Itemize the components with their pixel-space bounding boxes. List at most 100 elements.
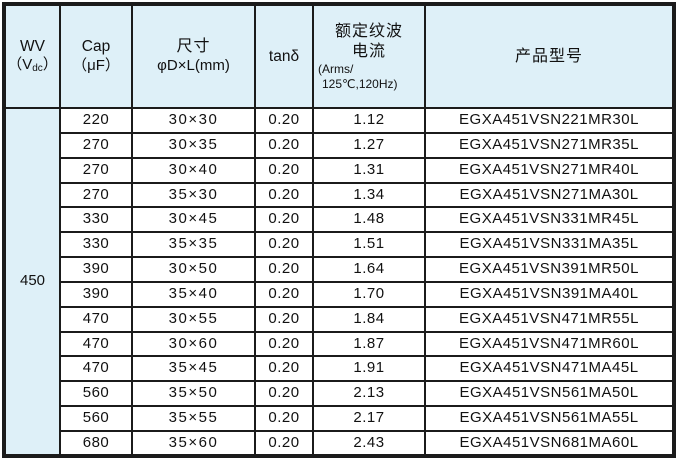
tan-delta-cell: 0.20: [254, 280, 314, 308]
size-label: 尺寸: [176, 38, 211, 56]
size-cell: 35×35: [131, 231, 256, 259]
table-row: 390 30×50 0.20 1.64 EGXA451VSN391MR50L: [4, 256, 675, 283]
tan-delta-cell: 0.20: [254, 231, 314, 259]
model-label: 产品型号: [514, 47, 583, 65]
ripple-current-cell: 1.34: [312, 181, 426, 209]
table-row: 470 35×45 0.20 1.91 EGXA451VSN471MA45L: [4, 355, 675, 383]
ripple-current-cell: 2.17: [312, 405, 426, 432]
tan-delta-cell: 0.20: [254, 355, 314, 383]
size-cell: 30×40: [131, 156, 256, 184]
table-row: 270 35×30 0.20 1.34 EGXA451VSN271MA30L: [4, 181, 675, 209]
size-cell: 30×35: [131, 131, 256, 159]
ripple-unit-line2: 125℃,120Hz): [322, 76, 398, 91]
wv-label: WV: [20, 38, 45, 56]
table-row: 390 35×40 0.20 1.70 EGXA451VSN391MA40L: [4, 280, 675, 308]
table-row: 270 30×40 0.20 1.31 EGXA451VSN271MR40L: [4, 156, 675, 184]
col-header-wv: WV （Vdc）: [3, 3, 61, 109]
table-header: WV （Vdc） Cap （μF） 尺寸 φD×L(mm) tanδ 额定纹波 …: [3, 3, 675, 109]
cap-cell: 680: [59, 429, 133, 458]
ripple-current-cell: 1.91: [312, 355, 426, 383]
table-row: 680 35×60 0.20 2.43 EGXA451VSN681MA60L: [4, 429, 675, 458]
size-cell: 30×50: [131, 256, 256, 283]
table-row: 470 30×60 0.20 1.87 EGXA451VSN471MR60L: [4, 330, 675, 358]
tan-delta-cell: 0.20: [254, 107, 314, 134]
ripple-current-cell: 1.87: [312, 330, 426, 358]
cap-label: Cap: [81, 38, 111, 56]
table-row: 560 35×55 0.20 2.17 EGXA451VSN561MA55L: [4, 405, 675, 432]
ripple-unit-line1: (Arms/: [318, 61, 354, 76]
col-header-model: 产品型号: [424, 3, 675, 109]
model-cell: EGXA451VSN391MA40L: [424, 280, 675, 308]
ripple-current-cell: 1.27: [312, 131, 426, 159]
ripple-current-cell: 1.31: [312, 156, 426, 184]
tan-delta-cell: 0.20: [254, 181, 314, 209]
wv-value-cell: 450: [3, 107, 61, 457]
ripple-current-cell: 1.64: [312, 256, 426, 283]
cap-cell: 330: [59, 206, 133, 234]
tan-delta-label: tanδ: [268, 47, 300, 65]
ripple-current-cell: 1.70: [312, 280, 426, 308]
tan-delta-cell: 0.20: [254, 305, 314, 333]
size-cell: 35×60: [131, 429, 256, 458]
cap-cell: 560: [59, 380, 133, 408]
model-cell: EGXA451VSN331MR45L: [424, 206, 675, 234]
cap-cell: 390: [59, 280, 133, 308]
cap-cell: 470: [59, 305, 133, 333]
cap-cell: 220: [59, 107, 133, 134]
ripple-current-cell: 2.43: [312, 429, 426, 458]
model-cell: EGXA451VSN561MA50L: [424, 380, 675, 408]
header-row: WV （Vdc） Cap （μF） 尺寸 φD×L(mm) tanδ 额定纹波 …: [3, 3, 675, 109]
model-cell: EGXA451VSN681MA60L: [424, 429, 675, 458]
col-header-tan-delta: tanδ: [254, 3, 314, 109]
model-cell: EGXA451VSN271MR35L: [424, 131, 675, 159]
ripple-current-cell: 1.48: [312, 206, 426, 234]
cap-cell: 330: [59, 231, 133, 259]
cap-cell: 390: [59, 256, 133, 283]
size-cell: 35×55: [131, 405, 256, 432]
col-header-cap: Cap （μF）: [59, 3, 133, 109]
col-header-size: 尺寸 φD×L(mm): [131, 3, 256, 109]
cap-cell: 270: [59, 131, 133, 159]
tan-delta-cell: 0.20: [254, 156, 314, 184]
tan-delta-cell: 0.20: [254, 256, 314, 283]
size-cell: 30×45: [131, 206, 256, 234]
tan-delta-cell: 0.20: [254, 330, 314, 358]
table-row: 330 35×35 0.20 1.51 EGXA451VSN331MA35L: [4, 231, 675, 259]
model-cell: EGXA451VSN391MR50L: [424, 256, 675, 283]
tan-delta-cell: 0.20: [254, 380, 314, 408]
table-body: 450 220 30×30 0.20 1.12 EGXA451VSN221MR30L 270…: [3, 107, 675, 458]
model-cell: EGXA451VSN471MR60L: [424, 330, 675, 358]
model-cell: EGXA451VSN471MA45L: [424, 355, 675, 383]
model-cell: EGXA451VSN271MR40L: [424, 156, 675, 184]
model-cell: EGXA451VSN271MA30L: [424, 181, 675, 209]
size-cell: 30×30: [131, 107, 256, 134]
size-cell: 35×45: [131, 355, 256, 383]
ripple-current-cell: 1.12: [312, 107, 426, 134]
cap-unit: （μF）: [72, 56, 120, 74]
cap-cell: 560: [59, 405, 133, 432]
table-row: 560 35×50 0.20 2.13 EGXA451VSN561MA50L: [4, 380, 675, 408]
size-cell: 30×60: [131, 330, 256, 358]
cap-cell: 470: [59, 330, 133, 358]
table-row: 470 30×55 0.20 1.84 EGXA451VSN471MR55L: [4, 305, 675, 333]
model-cell: EGXA451VSN561MA55L: [424, 405, 675, 432]
size-unit: φD×L(mm): [157, 57, 230, 75]
model-cell: EGXA451VSN471MR55L: [424, 305, 675, 333]
ripple-current-cell: 1.84: [312, 305, 426, 333]
size-cell: 35×30: [131, 181, 256, 209]
model-cell: EGXA451VSN331MA35L: [424, 231, 675, 259]
tan-delta-cell: 0.20: [254, 131, 314, 159]
tan-delta-cell: 0.20: [254, 405, 314, 432]
wv-unit: （Vdc）: [7, 56, 58, 75]
tan-delta-cell: 0.20: [254, 206, 314, 234]
size-cell: 30×55: [131, 305, 256, 333]
ripple-current-cell: 2.13: [312, 380, 426, 408]
ripple-label-line2: 电流: [351, 42, 386, 60]
cap-cell: 470: [59, 355, 133, 383]
size-cell: 35×40: [131, 280, 256, 308]
size-cell: 35×50: [131, 380, 256, 408]
ripple-label-line1: 额定纹波: [334, 22, 403, 40]
model-cell: EGXA451VSN221MR30L: [424, 107, 675, 134]
